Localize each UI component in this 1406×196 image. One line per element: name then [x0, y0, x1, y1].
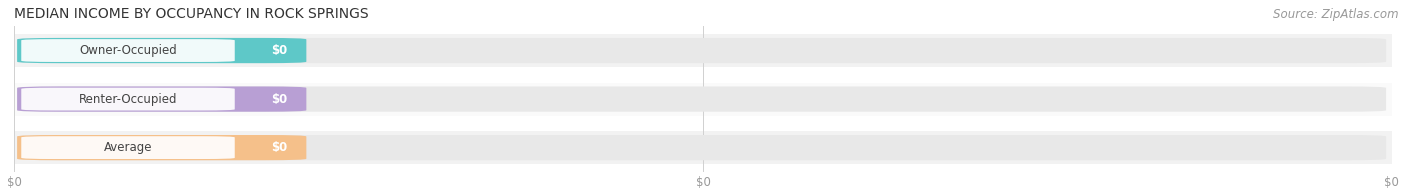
FancyBboxPatch shape [17, 86, 307, 112]
Text: Renter-Occupied: Renter-Occupied [79, 93, 177, 106]
Text: $0: $0 [271, 93, 287, 106]
Text: $0: $0 [271, 44, 287, 57]
FancyBboxPatch shape [21, 39, 235, 62]
Text: MEDIAN INCOME BY OCCUPANCY IN ROCK SPRINGS: MEDIAN INCOME BY OCCUPANCY IN ROCK SPRIN… [14, 7, 368, 21]
FancyBboxPatch shape [17, 135, 307, 160]
FancyBboxPatch shape [21, 136, 235, 159]
FancyBboxPatch shape [21, 88, 235, 111]
FancyBboxPatch shape [17, 38, 307, 63]
Text: Average: Average [104, 141, 152, 154]
Text: $0: $0 [271, 141, 287, 154]
Text: Owner-Occupied: Owner-Occupied [79, 44, 177, 57]
FancyBboxPatch shape [17, 38, 1386, 63]
Bar [14, 131, 1392, 164]
Bar [14, 83, 1392, 116]
FancyBboxPatch shape [17, 135, 1386, 160]
FancyBboxPatch shape [17, 86, 1386, 112]
Bar [14, 34, 1392, 67]
Text: Source: ZipAtlas.com: Source: ZipAtlas.com [1274, 8, 1399, 21]
